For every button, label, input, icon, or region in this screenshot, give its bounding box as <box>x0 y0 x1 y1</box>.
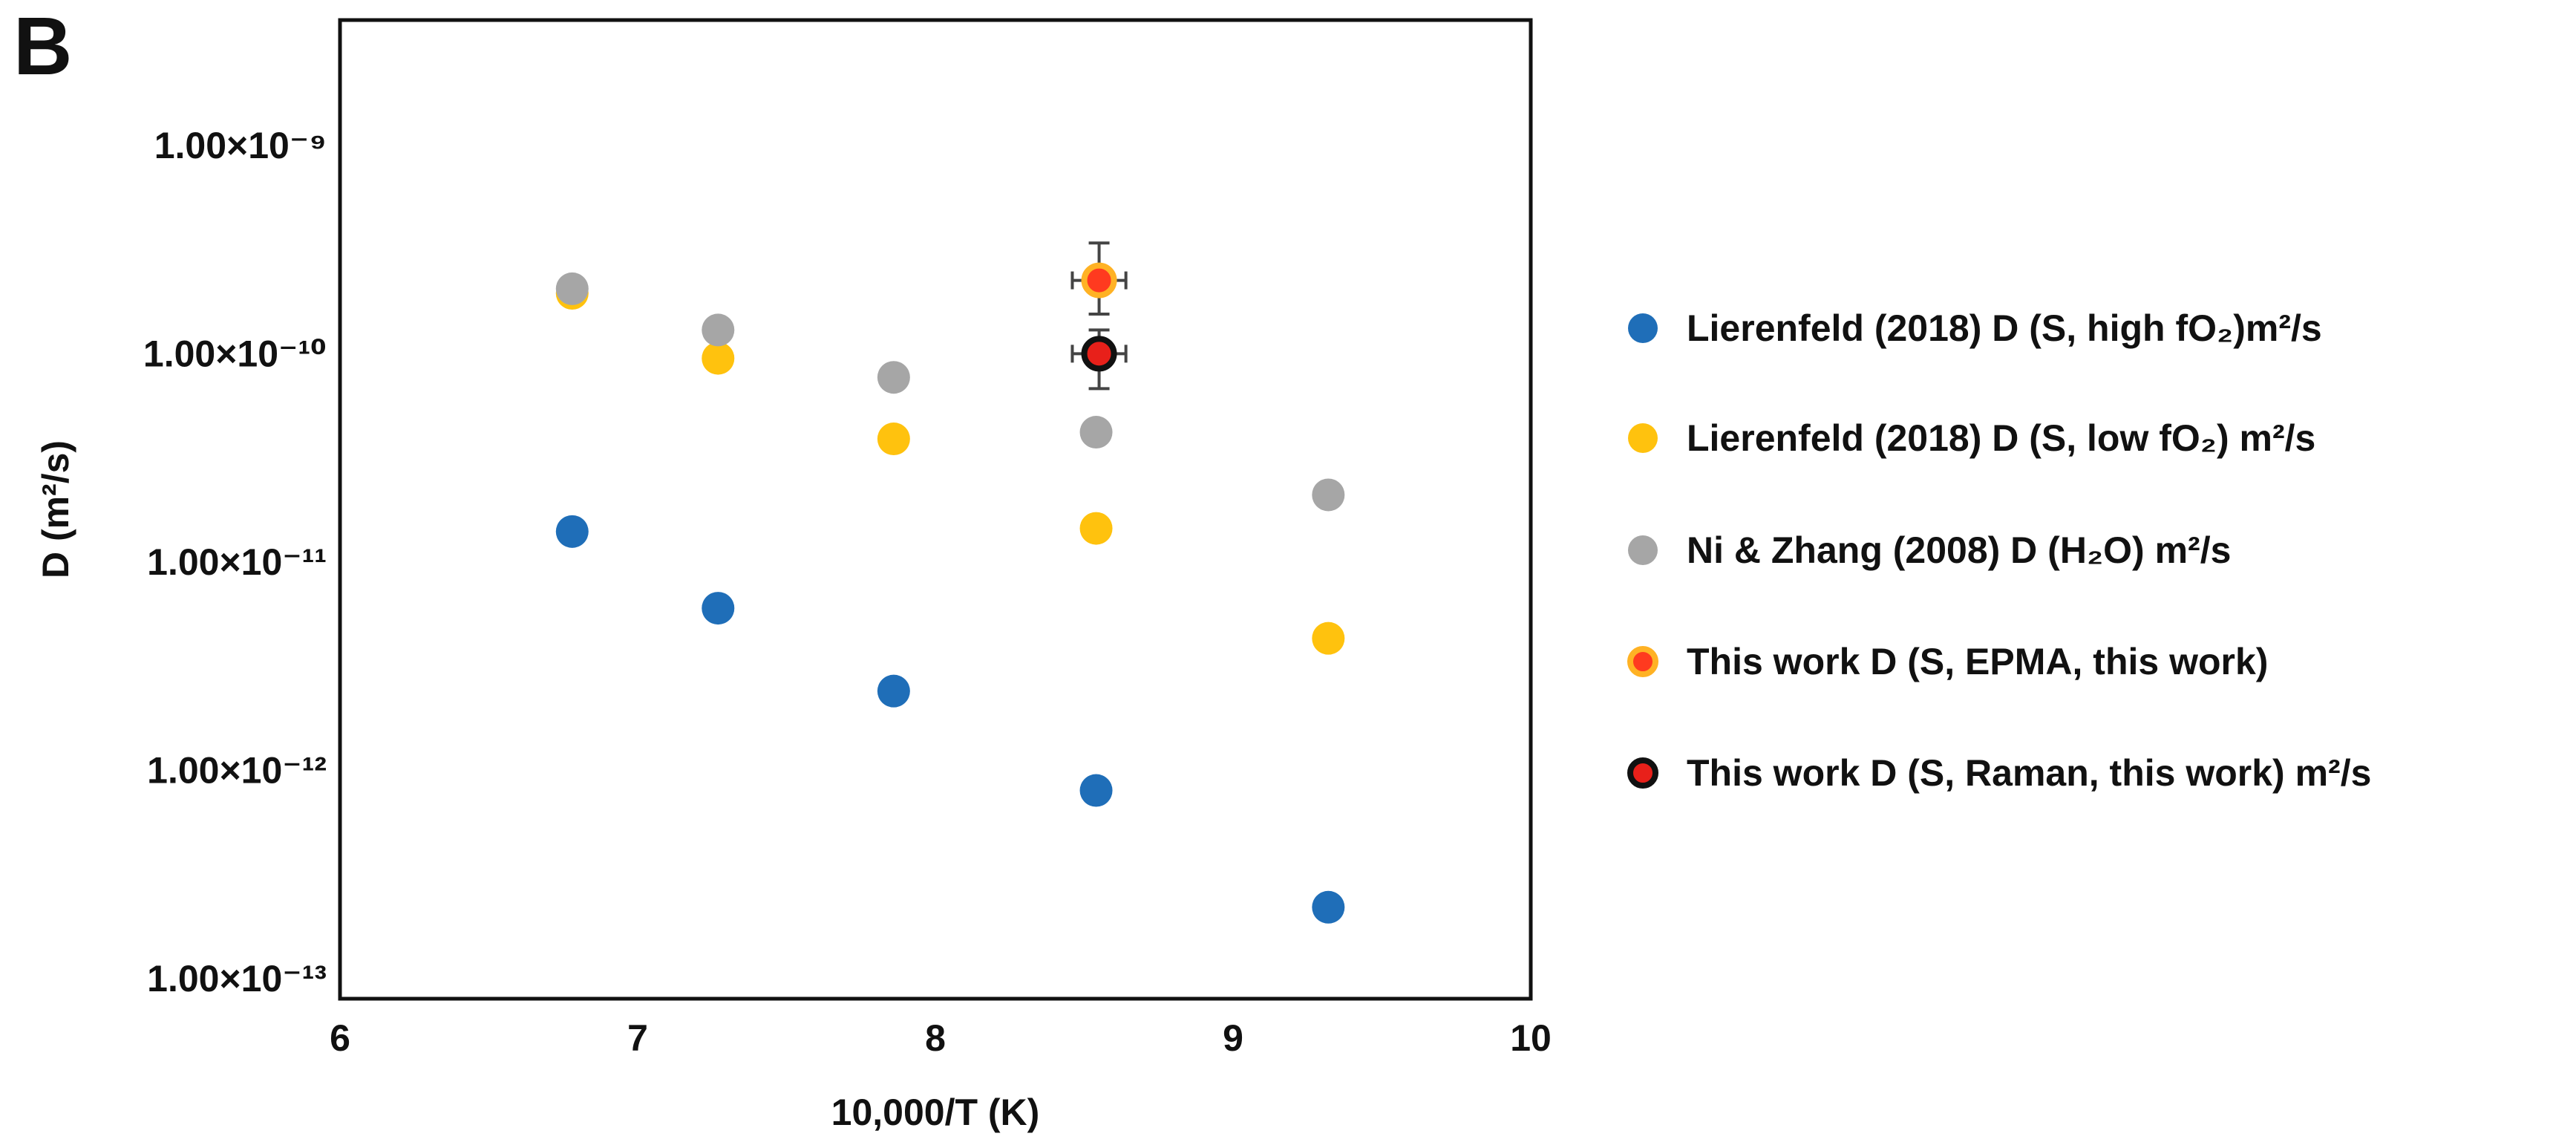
x-axis-title: 10,000/T (K) <box>831 1092 1040 1133</box>
data-point-series-4 <box>1081 262 1117 299</box>
x-tick-label: 7 <box>627 1017 648 1059</box>
data-point-series-2 <box>877 423 910 456</box>
y-axis: 1.00×10⁻¹³ 1.00×10⁻¹² 1.00×10⁻¹¹ 1.00×10⁻¹⁰… <box>143 125 327 999</box>
legend-marker-5 <box>1627 757 1658 789</box>
legend-label-2: Lierenfeld (2018) D (S, low fO₂) m²/s <box>1687 417 2315 459</box>
data-point-series-1 <box>555 515 589 548</box>
data-point-series-2 <box>1312 622 1345 655</box>
legend: Lierenfeld (2018) D (S, high fO₂)m²/s Lie… <box>1627 307 2371 794</box>
data-point-series-3 <box>877 361 910 394</box>
legend-marker-1 <box>1628 313 1658 343</box>
data-point-series-3 <box>702 313 735 347</box>
x-tick-label: 6 <box>330 1017 350 1059</box>
y-tick-label: 1.00×10⁻¹¹ <box>147 541 327 583</box>
data-point-series-1 <box>1079 774 1113 807</box>
legend-label-5: This work D (S, Raman, this work) m²/s <box>1687 752 2371 794</box>
data-point-series-2 <box>702 342 735 375</box>
x-tick-label: 8 <box>925 1017 946 1059</box>
data-point-series-1 <box>702 592 735 625</box>
data-point-series-5 <box>1081 336 1117 372</box>
y-tick-label: 1.00×10⁻¹³ <box>147 958 327 999</box>
data-point-series-3 <box>1312 478 1345 512</box>
y-tick-label: 1.00×10⁻¹² <box>147 749 327 791</box>
panel-label: B <box>13 1 72 92</box>
data-point-series-3 <box>555 272 589 305</box>
data-point-series-1 <box>1312 890 1345 924</box>
y-tick-label: 1.00×10⁻⁹ <box>154 125 327 166</box>
legend-marker-4 <box>1627 646 1658 677</box>
data-points <box>555 262 1345 924</box>
y-tick-label: 1.00×10⁻¹⁰ <box>143 333 327 374</box>
x-axis: 6 7 8 9 10 <box>330 1017 1552 1059</box>
data-point-series-3 <box>1079 416 1113 449</box>
legend-label-3: Ni & Zhang (2008) D (H₂O) m²/s <box>1687 529 2231 571</box>
legend-label-1: Lierenfeld (2018) D (S, high fO₂)m²/s <box>1687 307 2322 349</box>
plot-frame <box>338 18 1533 1001</box>
x-tick-label: 9 <box>1223 1017 1243 1059</box>
y-axis-title: D (m²/s) <box>35 440 76 578</box>
data-point-series-2 <box>1079 512 1113 545</box>
data-point-series-1 <box>877 674 910 708</box>
legend-marker-3 <box>1628 535 1658 565</box>
legend-marker-2 <box>1628 423 1658 453</box>
legend-label-4: This work D (S, EPMA, this work) <box>1687 641 2268 682</box>
x-tick-label: 10 <box>1510 1017 1552 1059</box>
